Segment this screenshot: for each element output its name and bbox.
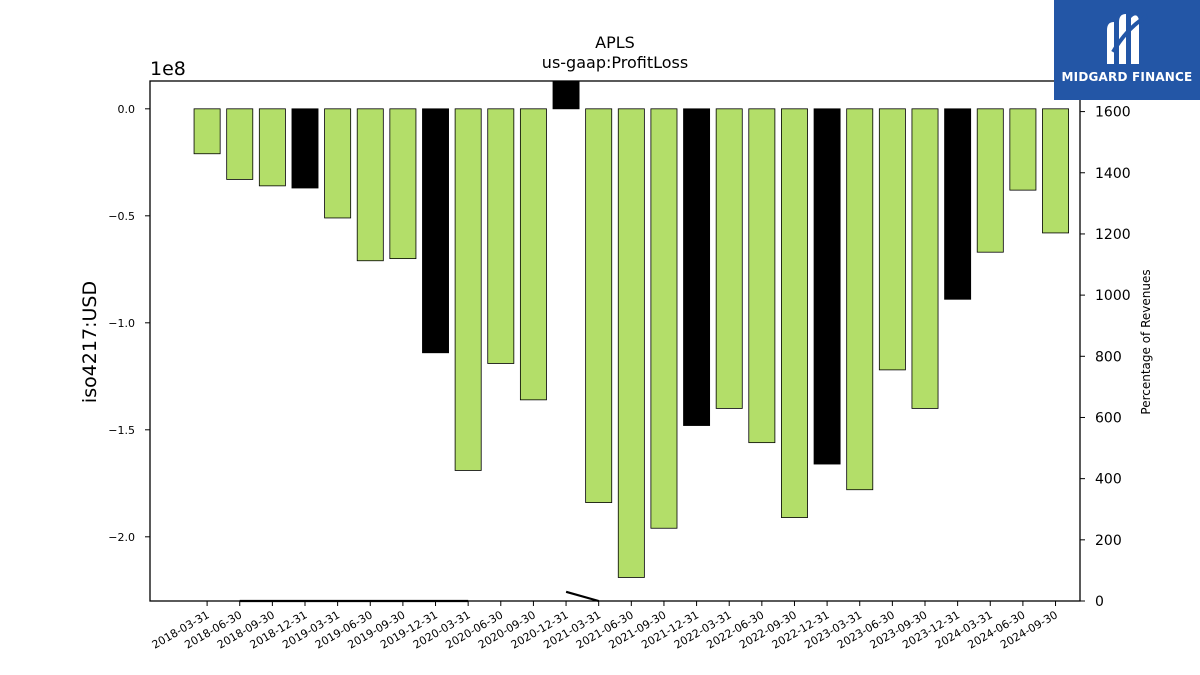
bar-2020-09-30: [519, 108, 547, 401]
bar-2018-12-31: [291, 108, 319, 189]
bar-2021-03-31: [585, 108, 613, 503]
y2-tick-label: 800: [1095, 349, 1122, 365]
y2-axis-ticks: 0 200 400 600 800 1000 1200 1400 1600: [1080, 105, 1131, 610]
bar-2023-12-31: [944, 108, 972, 300]
percentage-line-segment-2: [565, 590, 599, 603]
y-axis-label: iso4217:USD: [79, 281, 101, 403]
y2-tick-label: 1000: [1095, 288, 1131, 304]
bar-2020-06-30: [487, 108, 515, 364]
x-axis-ticks: 2018-03-312018-06-302018-09-302018-12-31…: [150, 601, 1060, 652]
bar-2020-12-31: [552, 80, 580, 110]
bars-group: [193, 80, 1069, 578]
bar-2024-03-31: [976, 108, 1004, 253]
y-tick-label: −0.5: [108, 210, 135, 223]
percentage-line-group: [239, 590, 599, 603]
bar-2018-06-30: [226, 108, 254, 180]
y-axis-ticks: 0.0 −0.5 −1.0 −1.5 −2.0: [108, 103, 150, 544]
bar-2024-09-30: [1042, 108, 1069, 234]
bar-2023-06-30: [878, 108, 906, 371]
y2-tick-label: 400: [1095, 472, 1122, 488]
plot-frame: [149, 80, 1081, 602]
y-tick-label: 0.0: [118, 103, 136, 116]
bar-2021-06-30: [617, 108, 645, 578]
bar-2019-12-31: [422, 108, 449, 354]
bar-2020-03-31: [454, 108, 482, 471]
y-tick-label: −2.0: [108, 531, 135, 544]
y2-axis-label: Percentage of Revenues: [1139, 269, 1153, 414]
brand-logo: MIDGARD FINANCE: [1054, 0, 1200, 100]
bar-2024-06-30: [1009, 108, 1037, 191]
bar-2019-09-30: [389, 108, 417, 260]
bar-2018-09-30: [258, 108, 286, 187]
bar-2022-06-30: [748, 108, 776, 444]
bar-2019-03-31: [324, 108, 352, 219]
bar-2021-12-31: [683, 108, 711, 426]
brand-name: MIDGARD FINANCE: [1061, 70, 1193, 84]
y-tick-label: −1.5: [108, 424, 135, 437]
bar-2023-03-31: [846, 108, 874, 491]
midgard-logo-icon: [1107, 14, 1149, 64]
chart-subtitle: us-gaap:ProfitLoss: [542, 53, 688, 72]
y2-tick-label: 200: [1095, 533, 1122, 549]
bar-2022-12-31: [813, 108, 841, 465]
bar-2022-09-30: [781, 108, 808, 518]
y-offset-text: 1e8: [150, 58, 186, 80]
y-tick-label: −1.0: [108, 317, 135, 330]
y2-tick-label: 1200: [1095, 227, 1131, 243]
chart-title: APLS: [595, 33, 635, 52]
bar-2023-09-30: [911, 108, 939, 409]
y2-tick-label: 1600: [1095, 105, 1131, 121]
y2-tick-label: 0: [1095, 594, 1104, 610]
y2-tick-label: 1400: [1095, 166, 1131, 182]
bar-2021-09-30: [650, 108, 678, 529]
bar-2019-06-30: [356, 108, 384, 262]
bar-2022-03-31: [715, 108, 743, 409]
y2-tick-label: 600: [1095, 410, 1122, 426]
bar-2018-03-31: [193, 108, 221, 155]
